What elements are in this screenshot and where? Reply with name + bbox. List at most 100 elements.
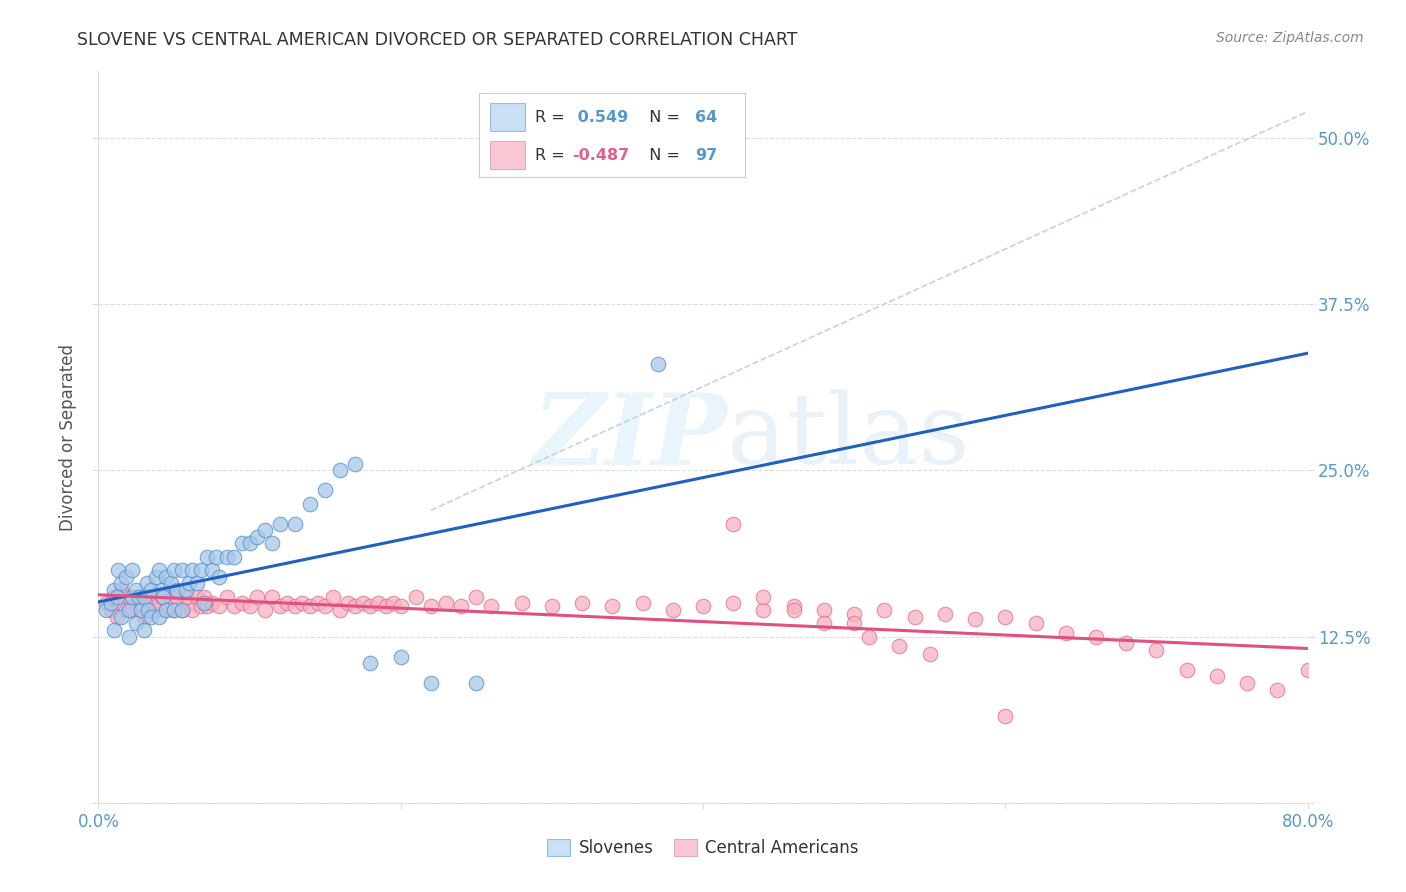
Point	[360, 656, 382, 670]
Point	[783, 603, 806, 617]
Point	[1144, 643, 1167, 657]
Point	[148, 563, 170, 577]
Point	[858, 630, 880, 644]
Point	[269, 599, 291, 613]
Point	[170, 563, 193, 577]
Point	[231, 596, 253, 610]
Point	[602, 599, 624, 613]
Point	[110, 576, 132, 591]
Point	[752, 590, 775, 604]
Point	[844, 616, 866, 631]
Point	[181, 603, 204, 617]
Point	[145, 603, 167, 617]
Point	[269, 516, 291, 531]
Point	[118, 630, 141, 644]
Point	[1024, 616, 1046, 631]
Point	[94, 603, 117, 617]
Point	[195, 549, 218, 564]
Point	[150, 582, 173, 597]
Point	[540, 599, 562, 613]
Point	[132, 623, 155, 637]
Point	[284, 516, 307, 531]
Point	[128, 590, 150, 604]
Point	[389, 649, 412, 664]
Point	[314, 599, 336, 613]
Point	[136, 603, 159, 617]
Legend: Slovenes, Central Americans: Slovenes, Central Americans	[540, 832, 866, 864]
Point	[152, 590, 174, 604]
Point	[103, 582, 125, 597]
Point	[723, 596, 745, 610]
Point	[389, 599, 412, 613]
Point	[170, 603, 193, 617]
Point	[208, 599, 231, 613]
Point	[166, 582, 188, 597]
Point	[179, 576, 201, 591]
Point	[329, 463, 352, 477]
Point	[190, 599, 212, 613]
Point	[253, 603, 276, 617]
Point	[647, 357, 669, 371]
Point	[125, 582, 148, 597]
Point	[450, 599, 472, 613]
Text: Source: ZipAtlas.com: Source: ZipAtlas.com	[1216, 31, 1364, 45]
Point	[145, 570, 167, 584]
Point	[132, 590, 155, 604]
Point	[100, 603, 122, 617]
Point	[367, 596, 389, 610]
Point	[262, 590, 284, 604]
Point	[1296, 663, 1319, 677]
Point	[148, 609, 170, 624]
Point	[813, 616, 835, 631]
Point	[160, 576, 183, 591]
Point	[1115, 636, 1137, 650]
Point	[994, 609, 1017, 624]
Point	[201, 596, 224, 610]
Point	[994, 709, 1017, 723]
Point	[166, 590, 188, 604]
Point	[246, 590, 269, 604]
Point	[132, 609, 155, 624]
Point	[783, 599, 806, 613]
Point	[215, 590, 238, 604]
Point	[246, 530, 269, 544]
Point	[299, 599, 322, 613]
Point	[170, 603, 193, 617]
Point	[195, 599, 218, 613]
Point	[155, 603, 177, 617]
Text: SLOVENE VS CENTRAL AMERICAN DIVORCED OR SEPARATED CORRELATION CHART: SLOVENE VS CENTRAL AMERICAN DIVORCED OR …	[77, 31, 797, 49]
Point	[110, 596, 132, 610]
Point	[125, 596, 148, 610]
Point	[141, 609, 163, 624]
Point	[174, 590, 197, 604]
Point	[322, 590, 344, 604]
Point	[239, 599, 262, 613]
Point	[723, 516, 745, 531]
Point	[382, 596, 405, 610]
Point	[208, 570, 231, 584]
Point	[186, 590, 208, 604]
Point	[336, 596, 359, 610]
Point	[186, 576, 208, 591]
Point	[329, 603, 352, 617]
Point	[110, 609, 132, 624]
Point	[344, 599, 367, 613]
Point	[1054, 625, 1077, 640]
Point	[934, 607, 956, 621]
Point	[105, 609, 128, 624]
Point	[94, 596, 117, 610]
Point	[1085, 630, 1108, 644]
Point	[201, 563, 224, 577]
Point	[465, 590, 488, 604]
Point	[193, 596, 215, 610]
Point	[374, 599, 396, 613]
Point	[121, 590, 143, 604]
Point	[571, 596, 593, 610]
Point	[1267, 682, 1289, 697]
Point	[1206, 669, 1229, 683]
Point	[103, 623, 125, 637]
Point	[813, 603, 835, 617]
Point	[284, 599, 307, 613]
Point	[873, 603, 896, 617]
Point	[692, 599, 714, 613]
